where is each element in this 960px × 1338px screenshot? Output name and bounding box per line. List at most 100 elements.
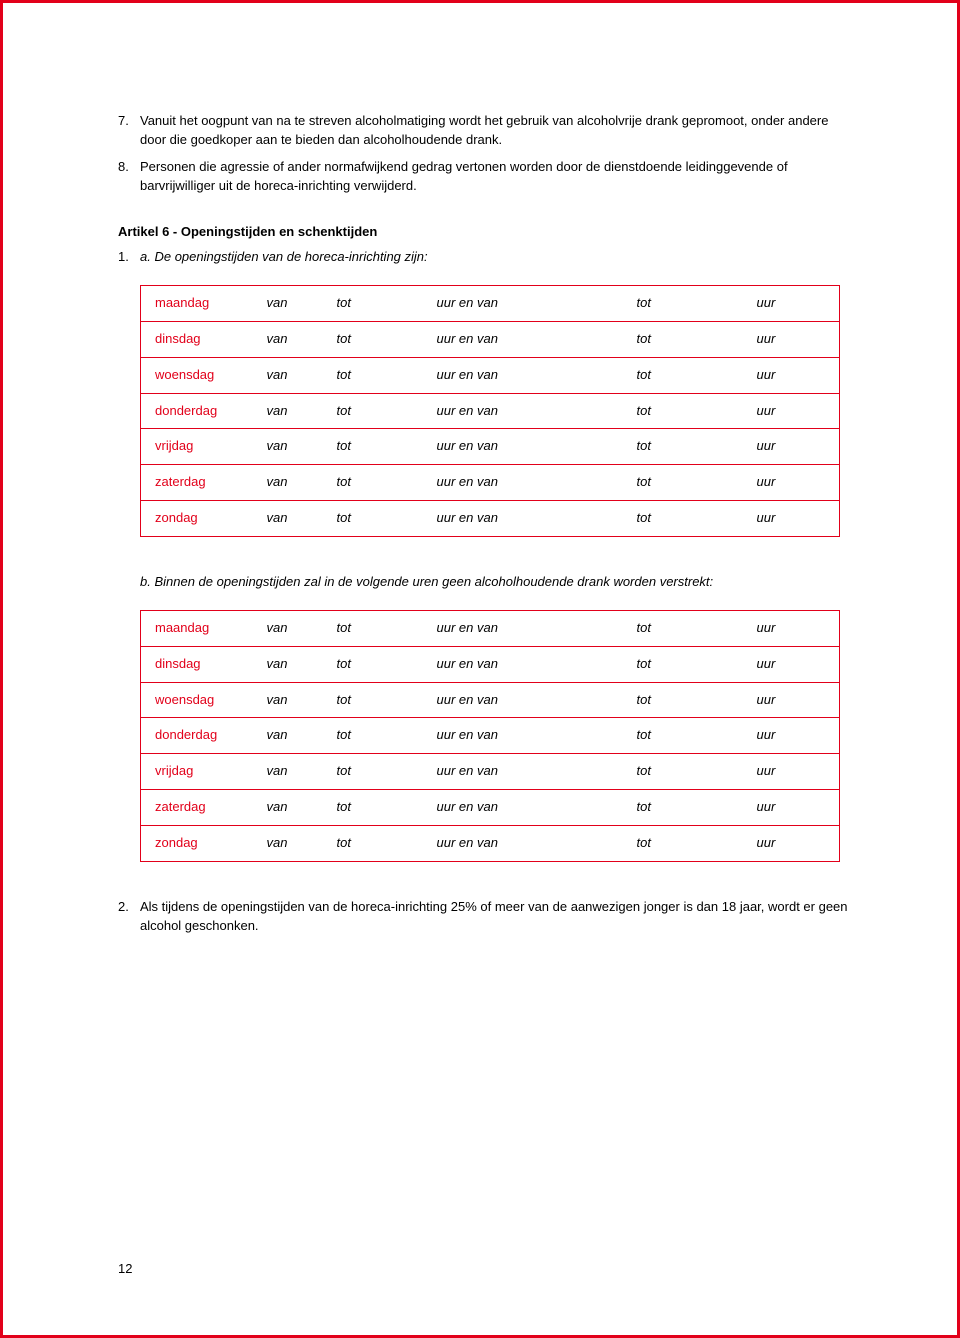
mid-cell: uur en van xyxy=(423,825,623,861)
uur-cell: uur xyxy=(743,718,840,754)
table-row: dinsdagvantotuur en vantotuur xyxy=(141,321,840,357)
tot2-cell: tot xyxy=(623,825,743,861)
intro-a: a. De openingstijden van de horeca-inric… xyxy=(140,248,858,267)
table-row: vrijdagvantotuur en vantotuur xyxy=(141,754,840,790)
list-number: 8. xyxy=(118,158,140,196)
day-cell: donderdag xyxy=(141,718,253,754)
day-cell: zaterdag xyxy=(141,465,253,501)
van-cell: van xyxy=(253,682,323,718)
mid-cell: uur en van xyxy=(423,429,623,465)
tot-cell: tot xyxy=(323,286,423,322)
day-cell: maandag xyxy=(141,610,253,646)
mid-cell: uur en van xyxy=(423,754,623,790)
table-row: zaterdagvantotuur en vantotuur xyxy=(141,790,840,826)
day-cell: zaterdag xyxy=(141,790,253,826)
label-a: a. xyxy=(140,249,151,264)
tot-cell: tot xyxy=(323,357,423,393)
mid-cell: uur en van xyxy=(423,790,623,826)
item-1b: b. Binnen de openingstijden zal in de vo… xyxy=(140,573,858,592)
day-cell: vrijdag xyxy=(141,754,253,790)
tot-cell: tot xyxy=(323,465,423,501)
tot-cell: tot xyxy=(323,754,423,790)
table-row: woensdagvantotuur en vantotuur xyxy=(141,682,840,718)
van-cell: van xyxy=(253,429,323,465)
uur-cell: uur xyxy=(743,754,840,790)
day-cell: vrijdag xyxy=(141,429,253,465)
uur-cell: uur xyxy=(743,825,840,861)
mid-cell: uur en van xyxy=(423,682,623,718)
mid-cell: uur en van xyxy=(423,610,623,646)
van-cell: van xyxy=(253,610,323,646)
tot-cell: tot xyxy=(323,682,423,718)
day-cell: maandag xyxy=(141,286,253,322)
table-row: zondagvantotuur en vantotuur xyxy=(141,825,840,861)
no-alcohol-hours-table: maandagvantotuur en vantotuurdinsdagvant… xyxy=(140,610,840,862)
list-item-8: 8. Personen die agressie of ander normaf… xyxy=(118,158,858,196)
list-number: 7. xyxy=(118,112,140,150)
table-row: zaterdagvantotuur en vantotuur xyxy=(141,465,840,501)
uur-cell: uur xyxy=(743,465,840,501)
tot-cell: tot xyxy=(323,825,423,861)
uur-cell: uur xyxy=(743,682,840,718)
tot2-cell: tot xyxy=(623,646,743,682)
tot2-cell: tot xyxy=(623,610,743,646)
day-cell: dinsdag xyxy=(141,321,253,357)
van-cell: van xyxy=(253,646,323,682)
uur-cell: uur xyxy=(743,790,840,826)
list-text: Personen die agressie of ander normafwij… xyxy=(140,158,858,196)
list-item-2: 2. Als tijdens de openingstijden van de … xyxy=(118,898,858,936)
table-row: woensdagvantotuur en vantotuur xyxy=(141,357,840,393)
tot-cell: tot xyxy=(323,501,423,537)
tot-cell: tot xyxy=(323,790,423,826)
opening-hours-table: maandagvantotuur en vantotuurdinsdagvant… xyxy=(140,285,840,537)
tot2-cell: tot xyxy=(623,465,743,501)
mid-cell: uur en van xyxy=(423,646,623,682)
item-1a: 1. a. De openingstijden van de horeca-in… xyxy=(118,248,858,267)
mid-cell: uur en van xyxy=(423,718,623,754)
van-cell: van xyxy=(253,501,323,537)
document-content: 7. Vanuit het oogpunt van na te streven … xyxy=(118,112,858,935)
tot2-cell: tot xyxy=(623,718,743,754)
tot-cell: tot xyxy=(323,610,423,646)
van-cell: van xyxy=(253,790,323,826)
mid-cell: uur en van xyxy=(423,465,623,501)
tot-cell: tot xyxy=(323,393,423,429)
tot2-cell: tot xyxy=(623,321,743,357)
mid-cell: uur en van xyxy=(423,393,623,429)
table-row: donderdagvantotuur en vantotuur xyxy=(141,718,840,754)
day-cell: zondag xyxy=(141,825,253,861)
label-b: b. xyxy=(140,574,151,589)
list-number: 1. xyxy=(118,248,140,267)
tot2-cell: tot xyxy=(623,754,743,790)
tot-cell: tot xyxy=(323,321,423,357)
table-row: donderdagvantotuur en vantotuur xyxy=(141,393,840,429)
van-cell: van xyxy=(253,718,323,754)
tot2-cell: tot xyxy=(623,286,743,322)
page-number: 12 xyxy=(118,1261,132,1276)
tot-cell: tot xyxy=(323,718,423,754)
uur-cell: uur xyxy=(743,357,840,393)
tot2-cell: tot xyxy=(623,357,743,393)
mid-cell: uur en van xyxy=(423,321,623,357)
tot2-cell: tot xyxy=(623,429,743,465)
uur-cell: uur xyxy=(743,429,840,465)
uur-cell: uur xyxy=(743,286,840,322)
table-row: zondagvantotuur en vantotuur xyxy=(141,501,840,537)
uur-cell: uur xyxy=(743,646,840,682)
list-text: Vanuit het oogpunt van na te streven alc… xyxy=(140,112,858,150)
tot2-cell: tot xyxy=(623,501,743,537)
day-cell: zondag xyxy=(141,501,253,537)
intro-a-text: De openingstijden van de horeca-inrichti… xyxy=(154,249,427,264)
list-item-7: 7. Vanuit het oogpunt van na te streven … xyxy=(118,112,858,150)
day-cell: woensdag xyxy=(141,682,253,718)
van-cell: van xyxy=(253,321,323,357)
mid-cell: uur en van xyxy=(423,501,623,537)
list-text: Als tijdens de openingstijden van de hor… xyxy=(140,898,858,936)
day-cell: dinsdag xyxy=(141,646,253,682)
tot-cell: tot xyxy=(323,646,423,682)
table-row: dinsdagvantotuur en vantotuur xyxy=(141,646,840,682)
tot2-cell: tot xyxy=(623,790,743,826)
uur-cell: uur xyxy=(743,321,840,357)
tot2-cell: tot xyxy=(623,393,743,429)
uur-cell: uur xyxy=(743,393,840,429)
